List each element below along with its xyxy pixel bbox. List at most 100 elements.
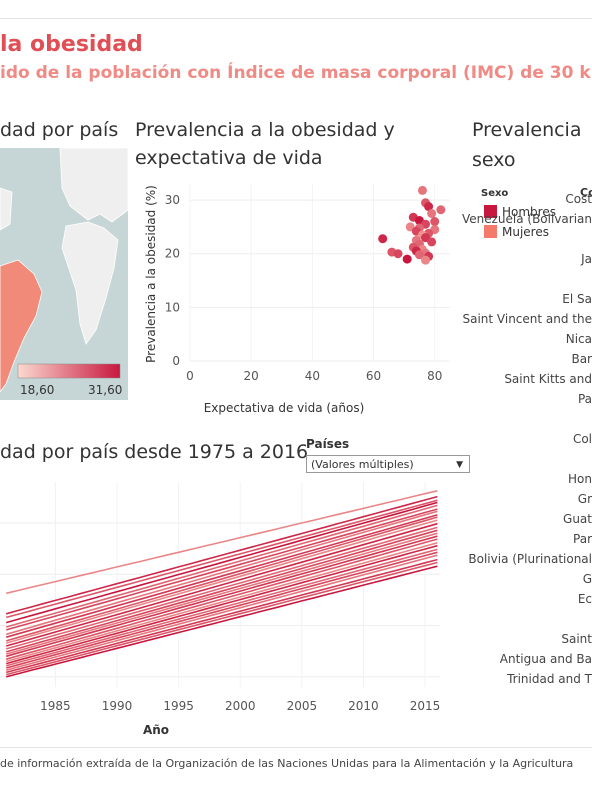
- scatter-point[interactable]: [421, 255, 431, 265]
- map-land-europe: [59, 148, 128, 223]
- sex-legend-label: Mujeres: [502, 225, 549, 239]
- scatter-title-line2: expectativa de vida: [135, 147, 323, 169]
- line-series[interactable]: [5, 504, 438, 628]
- country-label: Nica: [565, 332, 592, 346]
- line-series[interactable]: [5, 558, 438, 674]
- scatter-point[interactable]: [414, 250, 424, 260]
- line-x-tick: 2010: [348, 699, 379, 713]
- country-label: Venezuela (Bolivarian: [462, 212, 592, 226]
- line-series[interactable]: [5, 532, 438, 655]
- paises-dropdown-value: (Valores múltiples): [311, 458, 414, 471]
- footer-source-note: de información extraída de la Organizaci…: [0, 757, 574, 770]
- country-label: Cost: [565, 192, 592, 206]
- map-land-africa: [61, 221, 119, 345]
- sex-panel-title-line2: sexo: [472, 149, 516, 171]
- line-series[interactable]: [5, 526, 438, 650]
- line-series[interactable]: [5, 565, 438, 678]
- scatter-y-tick: 20: [165, 247, 180, 261]
- line-series[interactable]: [6, 490, 438, 595]
- country-label: Ec: [577, 592, 592, 606]
- line-x-tick: 2000: [225, 699, 256, 713]
- scatter-x-tick: 40: [305, 369, 320, 383]
- line-x-tick: 1995: [163, 699, 194, 713]
- dashboard-title: la obesidad: [0, 32, 143, 57]
- map-land-north-america: [0, 187, 13, 231]
- paises-filter-label: Países: [306, 437, 350, 451]
- scatter-x-tick: 0: [186, 369, 194, 383]
- scatter-point[interactable]: [427, 209, 437, 218]
- scatter-point[interactable]: [378, 234, 388, 244]
- scatter-point[interactable]: [424, 202, 434, 212]
- scatter-y-axis-label: Prevalencia a la obesidad (%): [144, 185, 158, 363]
- country-label: Pa: [577, 392, 592, 406]
- map-panel-title: dad por país: [0, 119, 119, 141]
- scatter-point[interactable]: [393, 249, 403, 259]
- sex-legend-swatch[interactable]: [484, 205, 497, 218]
- scatter-point[interactable]: [430, 217, 440, 227]
- sex-legend-swatch[interactable]: [484, 225, 497, 238]
- country-label: Saint: [561, 632, 592, 646]
- country-label: Bolivia (Plurinational: [468, 552, 592, 566]
- scatter-point[interactable]: [436, 205, 446, 215]
- country-label: Trinidad and T: [507, 672, 592, 686]
- line-x-tick: 2015: [410, 699, 441, 713]
- line-panel-title: dad por país desde 1975 a 2016: [0, 441, 309, 463]
- sex-legend-label: Hombres: [502, 205, 556, 219]
- line-series[interactable]: [5, 529, 438, 653]
- line-series[interactable]: [5, 542, 438, 663]
- country-label: Gr: [577, 492, 592, 506]
- country-label: Antigua and Ba: [499, 652, 592, 666]
- line-series[interactable]: [5, 514, 438, 638]
- line-x-tick: 1990: [102, 699, 133, 713]
- line-x-axis-label: Año: [143, 723, 169, 737]
- map-legend-max: 31,60: [88, 383, 123, 397]
- line-series[interactable]: [5, 516, 438, 642]
- map-legend-min: 18,60: [20, 383, 55, 397]
- scatter-y-tick: 0: [172, 354, 180, 368]
- scatter-point[interactable]: [402, 254, 412, 264]
- country-label: G: [582, 572, 592, 586]
- line-series[interactable]: [5, 554, 438, 671]
- line-series[interactable]: [5, 544, 438, 665]
- line-series[interactable]: [5, 519, 438, 644]
- scatter-point[interactable]: [417, 185, 427, 195]
- scatter-title-line1: Prevalencia a la obesidad y: [135, 119, 395, 141]
- line-series[interactable]: [5, 551, 438, 669]
- line-series[interactable]: [5, 538, 438, 660]
- line-series[interactable]: [5, 495, 438, 615]
- choropleth-map[interactable]: [0, 148, 128, 400]
- country-label: Saint Vincent and the: [462, 312, 592, 326]
- sex-legend-title: Sexo: [481, 188, 509, 199]
- scatter-x-axis-label: Expectativa de vida (años): [204, 401, 365, 415]
- country-label: El Sa: [562, 292, 592, 306]
- country-label: Guat: [563, 512, 592, 526]
- country-label: Col: [572, 432, 592, 446]
- line-series[interactable]: [5, 522, 438, 647]
- line-series[interactable]: [5, 510, 438, 636]
- line-series[interactable]: [5, 508, 438, 631]
- map-land-south-america: [0, 259, 43, 393]
- sex-panel-title-line1: Prevalencia: [472, 119, 582, 141]
- scatter-y-tick: 30: [165, 193, 180, 207]
- line-chart[interactable]: Año 1985 1990 1995 2000 2005 2010 2015: [0, 474, 462, 740]
- country-label: Hon: [568, 472, 592, 486]
- line-x-tick: 1985: [40, 699, 71, 713]
- scatter-x-tick: 80: [427, 369, 442, 383]
- country-list: Cost Venezuela (Bolivarian Ja El Sa Saint Vi…: [462, 192, 592, 702]
- country-label: Saint Kitts and: [504, 372, 592, 386]
- line-series[interactable]: [5, 501, 438, 624]
- country-column-header: Co: [580, 186, 592, 199]
- line-series[interactable]: [5, 548, 438, 667]
- paises-dropdown[interactable]: (Valores múltiples) ▼: [306, 455, 470, 473]
- country-label: Bar: [571, 352, 592, 366]
- country-label: Par: [573, 532, 592, 546]
- line-series[interactable]: [5, 561, 438, 676]
- line-series[interactable]: [5, 499, 438, 619]
- scatter-point[interactable]: [427, 237, 437, 247]
- footer-rule: [0, 747, 592, 748]
- top-rule: [0, 18, 592, 19]
- dashboard-subtitle: ido de la población con Índice de masa c…: [0, 63, 591, 83]
- scatter-chart[interactable]: Prevalencia a la obesidad (%) Expectativ…: [135, 176, 465, 421]
- country-label: Ja: [581, 252, 592, 266]
- line-series[interactable]: [5, 535, 438, 658]
